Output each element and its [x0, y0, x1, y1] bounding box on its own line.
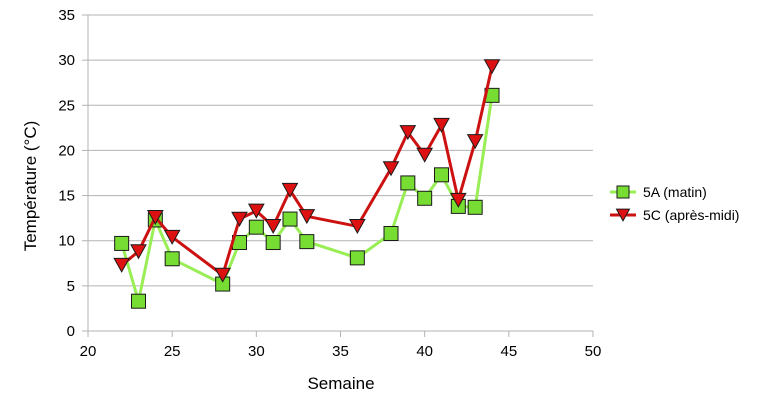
data-point-triangle	[247, 203, 265, 219]
data-point-triangle	[433, 117, 450, 133]
x-tick-label: 35	[332, 343, 349, 360]
data-point-triangle	[399, 125, 417, 141]
data-point-triangle	[416, 147, 434, 163]
legend-item: 5C (après-midi)	[610, 207, 739, 223]
gridlines	[88, 14, 593, 332]
data-point-square	[164, 251, 180, 267]
data-point-square	[467, 199, 483, 215]
y-tick-label: 30	[58, 52, 75, 69]
y-tick-label: 15	[58, 188, 75, 205]
data-point-triangle	[348, 219, 366, 235]
x-tick-label: 30	[248, 343, 265, 360]
data-point-triangle	[483, 59, 501, 75]
tick-labels: 0 5 10 15 20 25 30 35 20 25 30 35 40 45 50	[58, 7, 601, 360]
series-line	[120, 95, 494, 303]
x-tick-label: 25	[164, 343, 181, 360]
data-point-triangle	[146, 209, 164, 226]
data-point-square	[265, 235, 281, 251]
data-point-triangle	[449, 192, 467, 208]
x-axis-title: Semaine	[307, 374, 374, 393]
data-point-triangle	[281, 182, 299, 198]
y-tick-label: 20	[58, 142, 75, 159]
data-point-triangle	[382, 161, 400, 177]
data-point-triangle	[264, 219, 282, 235]
x-tick-label: 40	[416, 343, 433, 360]
data-point-triangle	[113, 257, 131, 273]
x-tick-label: 20	[80, 343, 97, 360]
y-tick-label: 10	[58, 233, 75, 250]
data-point-square	[282, 211, 298, 227]
data-point-square	[349, 250, 365, 266]
data-point-square	[114, 235, 130, 251]
series-5c	[113, 59, 501, 283]
y-tick-label: 5	[67, 278, 75, 295]
data-point-square	[616, 185, 630, 199]
x-tick-label: 50	[585, 343, 602, 360]
legend-item: 5A (matin)	[610, 184, 707, 200]
data-point-triangle	[298, 209, 316, 225]
data-point-square	[383, 225, 399, 241]
y-tick-label: 35	[58, 7, 75, 24]
data-point-square	[248, 219, 264, 235]
data-point-triangle	[231, 211, 248, 227]
data-point-triangle	[130, 244, 147, 260]
axes	[82, 14, 594, 337]
legend-label: 5A (matin)	[643, 184, 707, 200]
series-group	[113, 59, 501, 309]
legend-label: 5C (après-midi)	[643, 207, 739, 223]
data-point-triangle	[163, 229, 181, 245]
y-axis-title: Température (°C)	[21, 121, 40, 252]
data-point-square	[131, 293, 146, 309]
y-tick-label: 0	[67, 323, 75, 340]
x-tick-label: 45	[500, 343, 517, 360]
data-point-triangle	[214, 267, 232, 283]
data-point-square	[400, 175, 416, 191]
y-tick-label: 25	[58, 97, 75, 114]
series-5a	[114, 87, 500, 309]
data-point-triangle	[466, 134, 484, 150]
legend: 5A (matin) 5C (après-midi)	[610, 184, 739, 223]
data-point-square	[417, 190, 433, 206]
data-point-triangle	[615, 208, 631, 222]
data-point-square	[434, 167, 449, 183]
data-point-square	[299, 234, 315, 250]
